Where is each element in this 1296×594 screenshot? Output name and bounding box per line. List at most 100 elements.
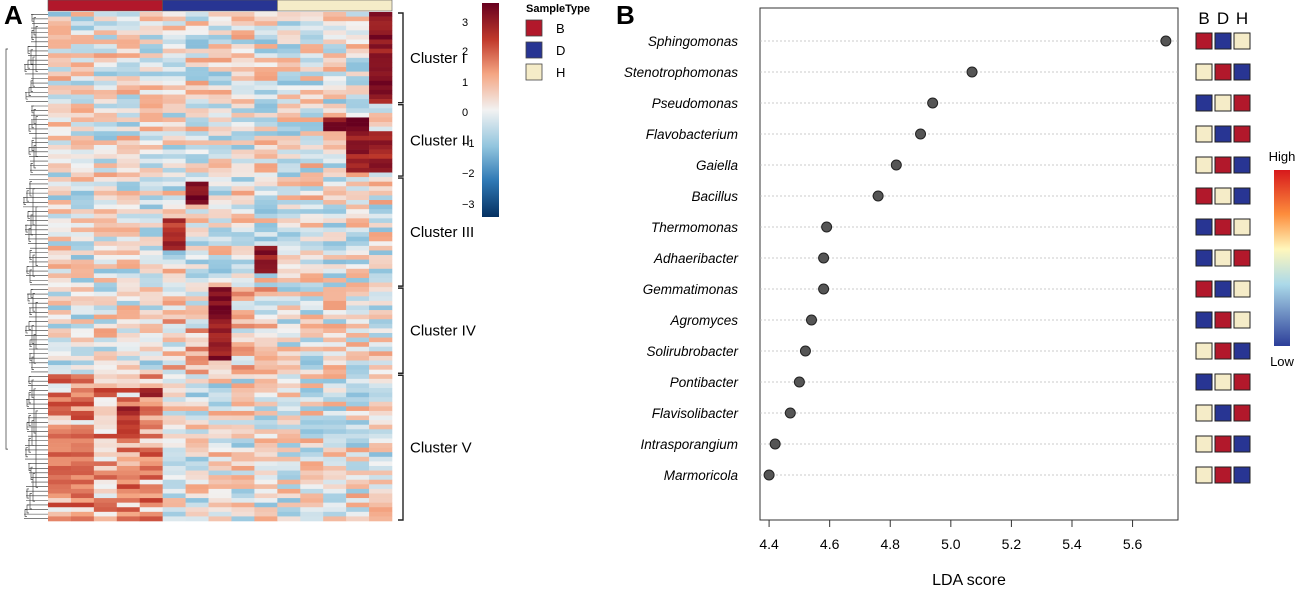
- heatmap-cell: [231, 112, 255, 118]
- heatmap-cell: [93, 250, 118, 256]
- heatmap-cell: [48, 53, 72, 59]
- heatmap-cell: [116, 103, 141, 109]
- heatmap-cell: [346, 186, 370, 192]
- heatmap-cell: [300, 167, 324, 173]
- taxon-label: Pontibacter: [670, 375, 739, 390]
- abundance-box: [1233, 156, 1251, 174]
- heatmap-cell: [139, 475, 163, 481]
- heatmap-cell: [70, 264, 95, 270]
- heatmap-cell: [254, 200, 278, 205]
- heatmap-cell: [70, 122, 95, 127]
- heatmap-cell: [139, 39, 163, 45]
- dendrogram-branch: [26, 422, 29, 430]
- heatmap-cell: [346, 213, 370, 219]
- heatmap-cell: [185, 259, 209, 265]
- heatmap-cell: [70, 300, 95, 306]
- abundance-box: [1233, 63, 1251, 81]
- heatmap-cell: [162, 475, 186, 481]
- heatmap-cell: [70, 296, 95, 302]
- heatmap-cell: [93, 57, 118, 63]
- heatmap-cell: [116, 241, 141, 247]
- heatmap-cell: [254, 310, 278, 315]
- heatmap-cell: [185, 99, 209, 105]
- heatmap-cell: [254, 71, 278, 77]
- heatmap-cell: [323, 245, 347, 251]
- heatmap-cell: [369, 71, 393, 77]
- heatmap-cell: [277, 39, 301, 45]
- heatmap-cell: [139, 406, 163, 412]
- heatmap-cell: [48, 475, 72, 481]
- dendrogram-branch: [31, 325, 34, 344]
- heatmap-cell: [139, 351, 163, 357]
- heatmap-cell: [323, 167, 347, 173]
- heatmap-cell: [208, 314, 232, 320]
- dendrogram-branch: [32, 254, 35, 277]
- heatmap-cell: [48, 122, 72, 127]
- heatmap-cell: [70, 410, 95, 416]
- heatmap-cell: [208, 424, 232, 430]
- heatmap-cell: [208, 374, 232, 380]
- heatmap-cell: [300, 470, 324, 476]
- heatmap-cell: [346, 99, 370, 105]
- dendrogram-branch: [31, 379, 34, 399]
- heatmap-cell: [162, 296, 186, 302]
- heatmap-cell: [231, 108, 255, 114]
- heatmap-cell: [93, 85, 118, 91]
- heatmap-cell: [208, 351, 232, 357]
- heatmap-cell: [300, 351, 324, 357]
- heatmap-cell: [70, 177, 95, 182]
- heatmap-cell: [93, 227, 118, 233]
- lda-point: [769, 438, 781, 450]
- lda-point: [818, 283, 830, 295]
- heatmap-cell: [116, 443, 141, 448]
- heatmap-cell: [208, 310, 232, 315]
- heatmap-cell: [139, 314, 163, 320]
- abundance-box: [1214, 280, 1232, 298]
- heatmap-cell: [254, 392, 278, 398]
- heatmap-cell: [185, 195, 209, 201]
- heatmap-cell: [254, 158, 278, 164]
- heatmap-cell: [185, 502, 209, 508]
- dendrogram-branch: [25, 91, 28, 100]
- heatmap-cell: [369, 241, 393, 247]
- heatmap-cell: [277, 241, 301, 247]
- lda-point: [915, 128, 927, 140]
- heatmap-cell: [254, 447, 278, 453]
- heatmap-cell: [323, 355, 347, 361]
- heatmap-cell: [70, 406, 95, 412]
- heatmap-cell: [208, 181, 232, 187]
- heatmap-cell: [139, 117, 163, 123]
- scale-tick-label: −1: [462, 138, 475, 150]
- heatmap-cell: [48, 158, 72, 164]
- heatmap-cell: [369, 62, 393, 68]
- heatmap-cell: [323, 420, 347, 426]
- heatmap-cell: [162, 195, 186, 201]
- heatmap-cell: [277, 310, 301, 315]
- heatmap-cell: [369, 433, 393, 439]
- dendrogram-branch: [30, 289, 33, 298]
- heatmap-cell: [162, 218, 186, 224]
- heatmap-cell: [254, 245, 278, 251]
- heatmap-cell: [369, 85, 393, 91]
- heatmap-cell: [162, 241, 186, 247]
- heatmap-cell: [70, 397, 95, 403]
- heatmap-cell: [185, 410, 209, 416]
- heatmap-cell: [323, 300, 347, 306]
- heatmap-cell: [185, 135, 209, 141]
- taxon-label: Intrasporangium: [640, 437, 738, 452]
- heatmap-cell: [139, 296, 163, 302]
- heatmap-cell: [369, 374, 393, 380]
- heatmap-cell: [185, 346, 209, 352]
- heatmap-cell: [346, 369, 370, 375]
- heatmap-cell: [48, 351, 72, 357]
- heatmap-cell: [70, 374, 95, 380]
- heatmap-cell: [70, 516, 95, 522]
- heatmap-cell: [116, 383, 141, 389]
- heatmap-cell: [48, 21, 72, 27]
- heatmap-cell: [277, 16, 301, 22]
- group-header-b: B: [1198, 9, 1209, 28]
- heatmap-cell: [70, 209, 95, 215]
- heatmap-cell: [70, 131, 95, 137]
- heatmap-cell: [185, 172, 209, 178]
